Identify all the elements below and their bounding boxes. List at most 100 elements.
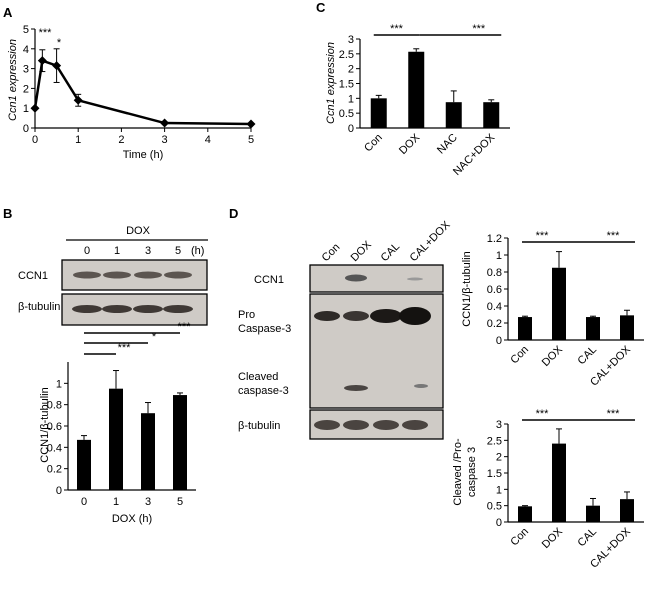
chart-b-xtick-label-0: 0 xyxy=(81,496,87,508)
blot-b-lane-3: 3 xyxy=(145,245,151,257)
chart-a-xtick-label-2: 2 xyxy=(118,134,124,146)
blot-d-row-pro-2: Caspase-3 xyxy=(238,323,291,335)
chart-d2-xtick-label-2: CAL xyxy=(575,526,599,550)
chart-a-xtick-label-0: 0 xyxy=(32,134,38,146)
chart-c-xtick-label-2: NAC xyxy=(435,132,460,157)
chart-c-ylabel: Ccn1 expression xyxy=(325,42,337,124)
blot-d-lane-caldox: CAL+DOX xyxy=(408,219,453,264)
blot-b-treatment: DOX xyxy=(126,225,151,237)
band-b-tubulin-3 xyxy=(163,305,193,313)
chart-d1-ytick-label-3: 0.6 xyxy=(487,284,502,296)
chart-d1-bar-0 xyxy=(518,317,532,340)
chart-d2-xtick-label-0: Con xyxy=(508,526,531,549)
band-b-ccn1-1 xyxy=(103,271,131,279)
chart-b-ytick-label-4: 0.8 xyxy=(47,400,62,412)
chart-a-point-4 xyxy=(160,118,170,128)
chart-d1-ytick-label-6: 1.2 xyxy=(487,233,502,245)
blot-d-row-ccn1: CCN1 xyxy=(254,274,284,286)
chart-b-ytick-label-5: 1 xyxy=(56,378,62,390)
band-b-ccn1-3 xyxy=(164,271,192,279)
band-b-ccn1-0 xyxy=(73,271,101,279)
chart-c-ytick-label-3: 1.5 xyxy=(339,79,354,91)
blot-d-row-cleaved-2: caspase-3 xyxy=(238,385,289,397)
chart-c-xtick-label-3: NAC+DOX xyxy=(451,131,498,178)
chart-a-ytick-label-0: 0 xyxy=(23,123,29,135)
chart-b-ytick-label-0: 0 xyxy=(56,485,62,497)
blot-b-bands xyxy=(72,271,193,313)
chart-b-bar-0 xyxy=(77,439,91,490)
chart-a-xlabel: Time (h) xyxy=(123,149,164,161)
chart-d1-bar-1 xyxy=(552,267,566,340)
blot-b-row-ccn1: CCN1 xyxy=(18,270,48,282)
band-b-tubulin-2 xyxy=(133,305,163,313)
chart-b-ylabel: CCN1/β-tubulin xyxy=(39,387,51,462)
chart-c-bar-3 xyxy=(483,102,500,128)
band-d-tubulin-1 xyxy=(343,420,369,430)
band-b-ccn1-2 xyxy=(134,271,162,279)
chart-c-ytick-label-4: 2 xyxy=(348,64,354,76)
blot-d-ccn1-strip xyxy=(309,264,444,293)
blot-b-row-tubulin: β-tubulin xyxy=(18,301,60,313)
blot-b: DOX 0 1 3 5 (h) CCN1 β-tubulin xyxy=(18,225,208,326)
chart-c-bar-1 xyxy=(408,51,425,128)
chart-d2-ytick-label-6: 3 xyxy=(496,419,502,431)
chart-b-xtick-label-3: 5 xyxy=(177,496,183,508)
blot-d-lane-con: Con xyxy=(320,241,343,264)
blot-d: Con DOX CAL CAL+DOX CCN1 Pro Caspase-3 C… xyxy=(238,219,453,440)
chart-a-ytick-label-5: 5 xyxy=(23,24,29,36)
chart-b-ytick-label-3: 0.6 xyxy=(47,421,62,433)
blot-d-row-cleaved-1: Cleaved xyxy=(238,371,278,383)
chart-a-xtick-label-3: 3 xyxy=(162,134,168,146)
chart-a-ytick-label-2: 2 xyxy=(23,83,29,95)
band-d-ccn1-dox xyxy=(345,274,367,282)
chart-a-ytick-label-4: 4 xyxy=(23,44,29,56)
band-d-pro-1 xyxy=(343,311,369,321)
chart-d1-xtick-label-2: CAL xyxy=(575,344,599,368)
chart-d1-ytick-label-4: 0.8 xyxy=(487,267,502,279)
chart-c-ytick-label-2: 1 xyxy=(348,93,354,105)
chart-c-ytick-label-0: 0 xyxy=(348,123,354,135)
chart-a-xtick-label-1: 1 xyxy=(75,134,81,146)
chart-d2-xtick-label-1: DOX xyxy=(540,525,566,551)
chart-b-bar-2 xyxy=(141,413,155,490)
chart-d2-bar-0 xyxy=(518,506,532,522)
chart-d1-xtick-label-1: DOX xyxy=(540,343,566,369)
band-d-pro-0 xyxy=(314,311,340,321)
chart-a-point-1 xyxy=(37,56,47,66)
chart-d2-ytick-label-5: 2.5 xyxy=(487,435,502,447)
chart-d1-sig-label-0: *** xyxy=(536,230,550,242)
chart-d1-sig-label-1: *** xyxy=(607,230,621,242)
chart-d1-bar-2 xyxy=(586,317,600,340)
band-d-cleaved-dox xyxy=(344,385,368,391)
chart-d2-ytick-label-4: 2 xyxy=(496,452,502,464)
chart-d2-ytick-label-3: 1.5 xyxy=(487,468,502,480)
chart-c-ytick-label-6: 3 xyxy=(348,34,354,46)
chart-a-point-5 xyxy=(246,119,256,129)
chart-b-xlabel: DOX (h) xyxy=(112,513,152,525)
chart-b-sig-label-2: *** xyxy=(178,321,192,333)
chart-c-sig-label-0: *** xyxy=(390,23,404,35)
band-d-tubulin-3 xyxy=(402,420,428,430)
panel-label-c: C xyxy=(316,0,326,15)
chart-b-bar-3 xyxy=(173,395,187,490)
chart-c-bar-2 xyxy=(445,102,462,128)
chart-b-ytick-label-2: 0.4 xyxy=(47,442,62,454)
panel-label-a: A xyxy=(3,5,13,20)
chart-d1-bar-3 xyxy=(620,315,634,340)
blot-b-lane-5: 5 xyxy=(175,245,181,257)
chart-b-xtick-label-2: 3 xyxy=(145,496,151,508)
chart-a-ytick-label-3: 3 xyxy=(23,64,29,76)
chart-a-sig-0: *** xyxy=(39,27,53,39)
blot-b-unit: (h) xyxy=(191,245,204,257)
chart-b-sig-label-1: * xyxy=(152,331,157,343)
chart-a-point-3 xyxy=(73,95,83,105)
panel-label-b: B xyxy=(3,206,12,221)
band-b-tubulin-0 xyxy=(72,305,102,313)
band-d-pro-2 xyxy=(370,309,402,323)
chart-c-xtick-label-1: DOX xyxy=(397,131,423,157)
blot-d-lane-dox: DOX xyxy=(349,238,375,264)
blot-d-row-pro-1: Pro xyxy=(238,309,255,321)
chart-d1-ytick-label-5: 1 xyxy=(496,250,502,262)
